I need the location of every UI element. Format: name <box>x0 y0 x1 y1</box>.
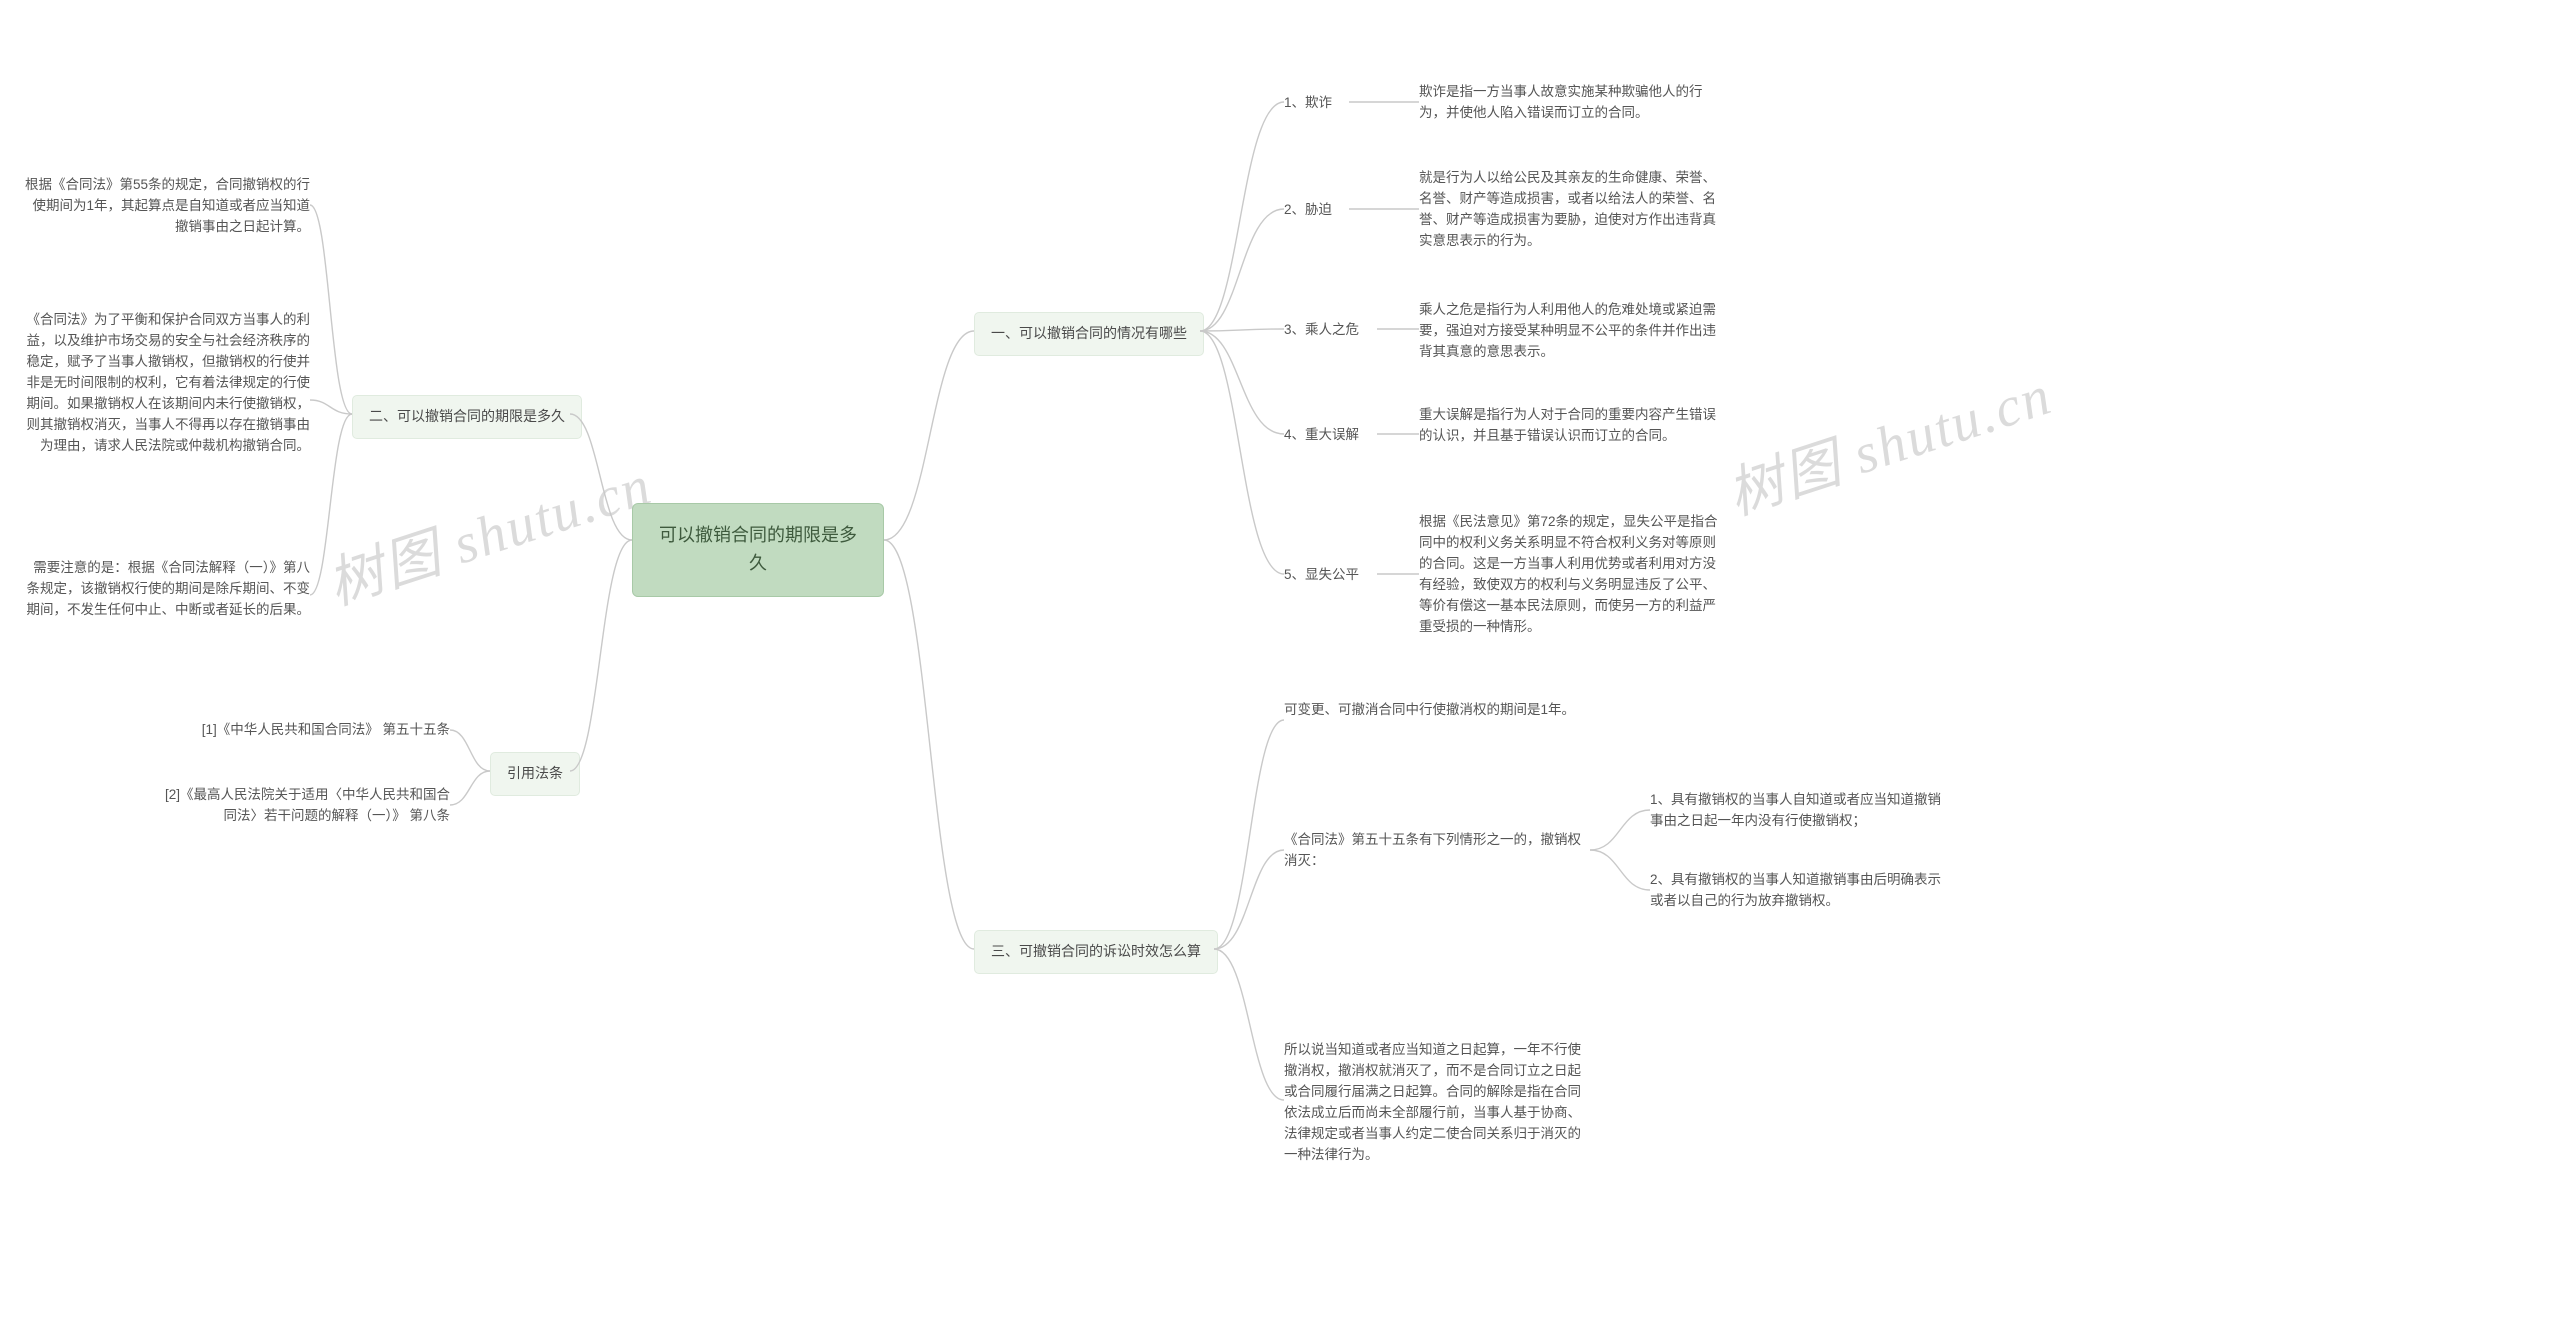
leaf-unfair-label: 5、显失公平 <box>1284 565 1359 586</box>
leaf-lit-3: 所以说当知道或者应当知道之日起算，一年不行使撤消权，撤消权就消灭了，而不是合同订… <box>1284 1040 1594 1166</box>
leaf-coercion-desc: 就是行为人以给公民及其亲友的生命健康、荣誉、名誉、财产等造成损害，或者以给法人的… <box>1419 168 1719 252</box>
branch-refs: 引用法条 <box>490 752 580 796</box>
branch-litigation: 三、可撤销合同的诉讼时效怎么算 <box>974 930 1218 974</box>
leaf-danger-label: 3、乘人之危 <box>1284 320 1359 341</box>
leaf-period-1: 根据《合同法》第55条的规定，合同撤销权的行使期间为1年，其起算点是自知道或者应… <box>20 175 310 238</box>
leaf-fraud-desc: 欺诈是指一方当事人故意实施某种欺骗他人的行为，并使他人陷入错误而订立的合同。 <box>1419 82 1719 124</box>
watermark-left: 树图 shutu.cn <box>316 440 661 621</box>
root-title-l2: 久 <box>659 550 857 578</box>
root-title-l1: 可以撤销合同的期限是多 <box>659 522 857 550</box>
leaf-period-3: 需要注意的是：根据《合同法解释（一）》第八条规定，该撤销权行使的期间是除斥期间、… <box>20 558 310 621</box>
leaf-coercion-label: 2、胁迫 <box>1284 200 1332 221</box>
branch-period: 二、可以撤销合同的期限是多久 <box>352 395 582 439</box>
leaf-lit-2-sub1: 1、具有撤销权的当事人自知道或者应当知道撤销事由之日起一年内没有行使撤销权； <box>1650 790 1950 832</box>
leaf-fraud-label: 1、欺诈 <box>1284 93 1332 114</box>
leaf-lit-2-sub2: 2、具有撤销权的当事人知道撤销事由后明确表示或者以自己的行为放弃撤销权。 <box>1650 870 1950 912</box>
leaf-lit-2: 《合同法》第五十五条有下列情形之一的，撤销权消灭： <box>1284 830 1584 872</box>
leaf-mistake-desc: 重大误解是指行为人对于合同的重要内容产生错误的认识，并且基于错误认识而订立的合同… <box>1419 405 1719 447</box>
leaf-ref-2: [2]《最高人民法院关于适用〈中华人民共和国合同法〉若干问题的解释（一）》 第八… <box>160 785 450 827</box>
connector-lines <box>0 0 2560 1317</box>
branch-situations: 一、可以撤销合同的情况有哪些 <box>974 312 1204 356</box>
watermark-right: 树图 shutu.cn <box>1716 350 2061 531</box>
leaf-lit-1: 可变更、可撤消合同中行使撤消权的期间是1年。 <box>1284 700 1575 721</box>
leaf-danger-desc: 乘人之危是指行为人利用他人的危难处境或紧迫需要，强迫对方接受某种明显不公平的条件… <box>1419 300 1719 363</box>
leaf-ref-1: [1]《中华人民共和国合同法》 第五十五条 <box>160 720 450 741</box>
root-node: 可以撤销合同的期限是多 久 <box>632 503 884 597</box>
leaf-period-2: 《合同法》为了平衡和保护合同双方当事人的利益，以及维护市场交易的安全与社会经济秩… <box>20 310 310 456</box>
leaf-mistake-label: 4、重大误解 <box>1284 425 1359 446</box>
leaf-unfair-desc: 根据《民法意见》第72条的规定，显失公平是指合同中的权利义务关系明显不符合权利义… <box>1419 512 1719 638</box>
